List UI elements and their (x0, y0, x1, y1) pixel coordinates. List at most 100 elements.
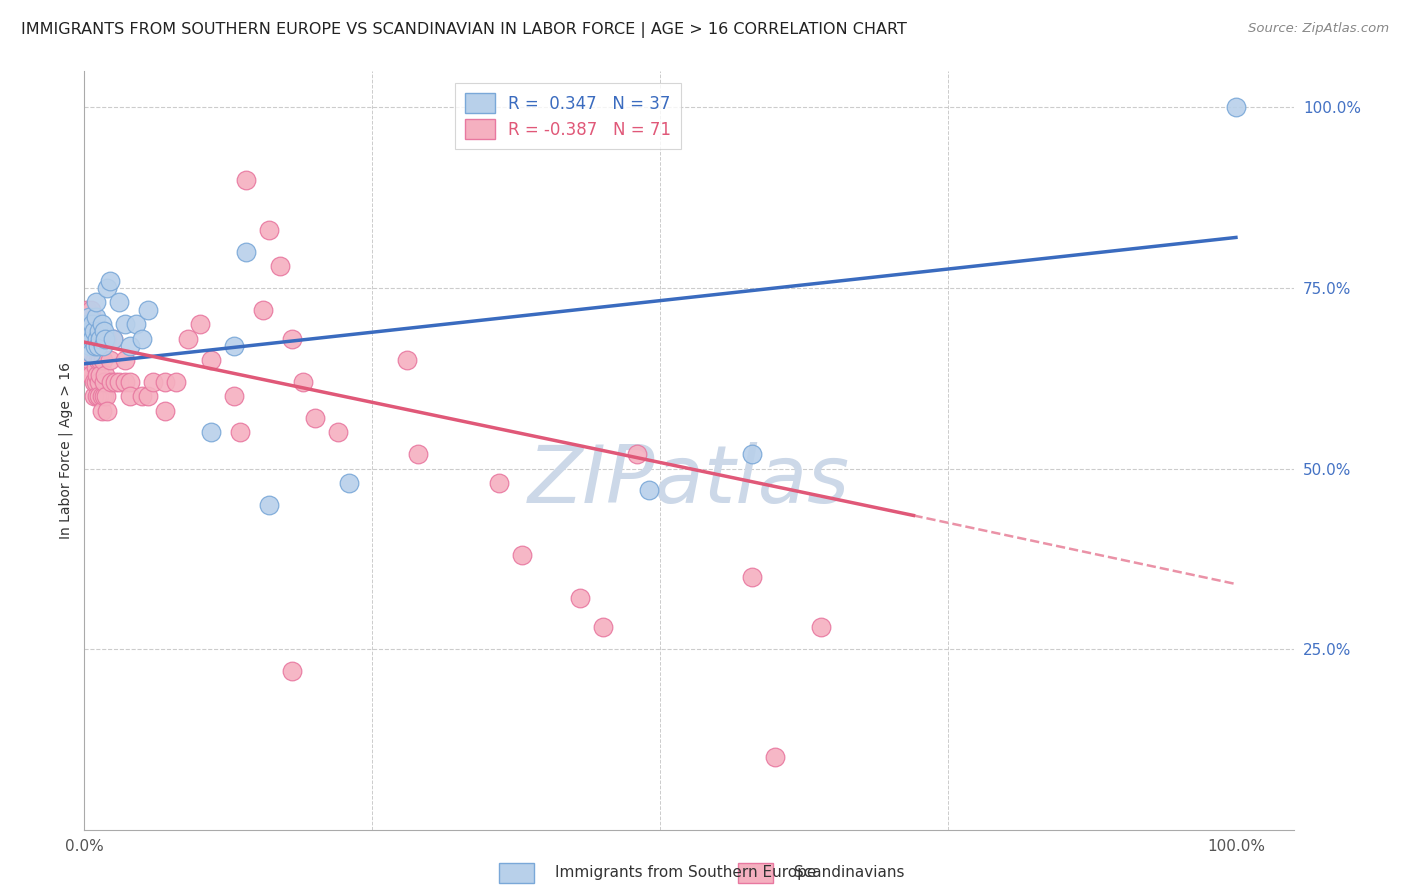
Point (94, 368, 117, 382)
Point (120, 375, 142, 389)
Point (96, 389, 118, 403)
Point (568, 591, 591, 606)
Point (94, 332, 117, 346)
Point (84, 375, 107, 389)
Point (166, 375, 188, 389)
Point (79, 324, 101, 338)
Text: Immigrants from Southern Europe: Immigrants from Southern Europe (555, 865, 817, 880)
Point (91, 339, 114, 353)
Point (108, 375, 131, 389)
Point (101, 332, 124, 346)
Point (114, 375, 136, 389)
Point (222, 339, 245, 353)
Point (304, 411, 326, 425)
Point (235, 244, 257, 259)
Point (76, 332, 98, 346)
Point (269, 260, 291, 274)
Point (83, 324, 105, 338)
Point (89, 389, 111, 403)
Point (326, 425, 349, 440)
Point (96, 332, 118, 346)
Y-axis label: In Labor Force | Age > 16: In Labor Force | Age > 16 (59, 362, 73, 539)
Point (82, 317, 104, 331)
Point (488, 475, 510, 490)
Point (100, 375, 122, 389)
Point (91, 353, 114, 368)
Point (252, 302, 274, 317)
Point (83, 353, 105, 368)
Point (79, 353, 101, 368)
Point (76, 302, 98, 317)
Point (200, 353, 222, 368)
Point (104, 375, 127, 389)
Point (80, 368, 103, 382)
Point (82, 346, 104, 360)
Point (142, 375, 165, 389)
Point (77, 360, 100, 375)
Point (626, 447, 648, 461)
Point (741, 447, 763, 461)
Point (76, 332, 98, 346)
Point (82, 332, 104, 346)
Point (235, 172, 257, 186)
Point (592, 620, 614, 634)
Text: Scandinavians: Scandinavians (794, 865, 905, 880)
Point (84, 295, 107, 310)
Point (136, 389, 159, 403)
Point (83, 339, 105, 353)
Point (741, 570, 763, 584)
Point (280, 332, 302, 346)
Point (131, 332, 153, 346)
Point (200, 425, 222, 440)
Point (763, 750, 786, 764)
Point (79, 317, 101, 331)
Point (337, 475, 360, 490)
Point (87, 353, 110, 368)
Point (90, 317, 112, 331)
Point (131, 389, 153, 403)
Point (120, 339, 142, 353)
Text: IMMIGRANTS FROM SOUTHERN EUROPE VS SCANDINAVIAN IN LABOR FORCE | AGE > 16 CORREL: IMMIGRANTS FROM SOUTHERN EUROPE VS SCAND… (21, 22, 907, 38)
Point (93, 324, 115, 338)
Point (292, 375, 315, 389)
Text: ZIPatlas: ZIPatlas (527, 442, 851, 520)
Point (114, 353, 136, 368)
Point (89, 368, 111, 382)
Legend: R =  0.347   N = 37, R = -0.387   N = 71: R = 0.347 N = 37, R = -0.387 N = 71 (456, 84, 681, 149)
Point (87, 332, 110, 346)
Point (637, 483, 659, 498)
Point (395, 353, 418, 368)
Point (84, 360, 107, 375)
Point (93, 375, 115, 389)
Point (82, 332, 104, 346)
Point (257, 223, 280, 237)
Point (80, 346, 103, 360)
Point (80, 302, 103, 317)
Point (229, 425, 252, 440)
Point (89, 324, 111, 338)
Point (222, 389, 245, 403)
Point (96, 281, 118, 295)
Point (98, 353, 121, 368)
Point (1225, 100, 1247, 114)
Point (136, 302, 159, 317)
Point (86, 389, 108, 403)
Point (89, 375, 111, 389)
Point (84, 310, 107, 324)
Point (153, 375, 176, 389)
Point (76, 317, 98, 331)
Point (177, 332, 200, 346)
Point (86, 368, 108, 382)
Point (125, 317, 148, 331)
Point (83, 375, 105, 389)
Text: Source: ZipAtlas.com: Source: ZipAtlas.com (1249, 22, 1389, 36)
Point (90, 403, 112, 417)
Point (510, 548, 533, 562)
Point (93, 389, 115, 403)
Point (86, 332, 108, 346)
Point (153, 403, 176, 417)
Point (83, 389, 105, 403)
Point (408, 447, 430, 461)
Point (83, 332, 105, 346)
Point (188, 317, 211, 331)
